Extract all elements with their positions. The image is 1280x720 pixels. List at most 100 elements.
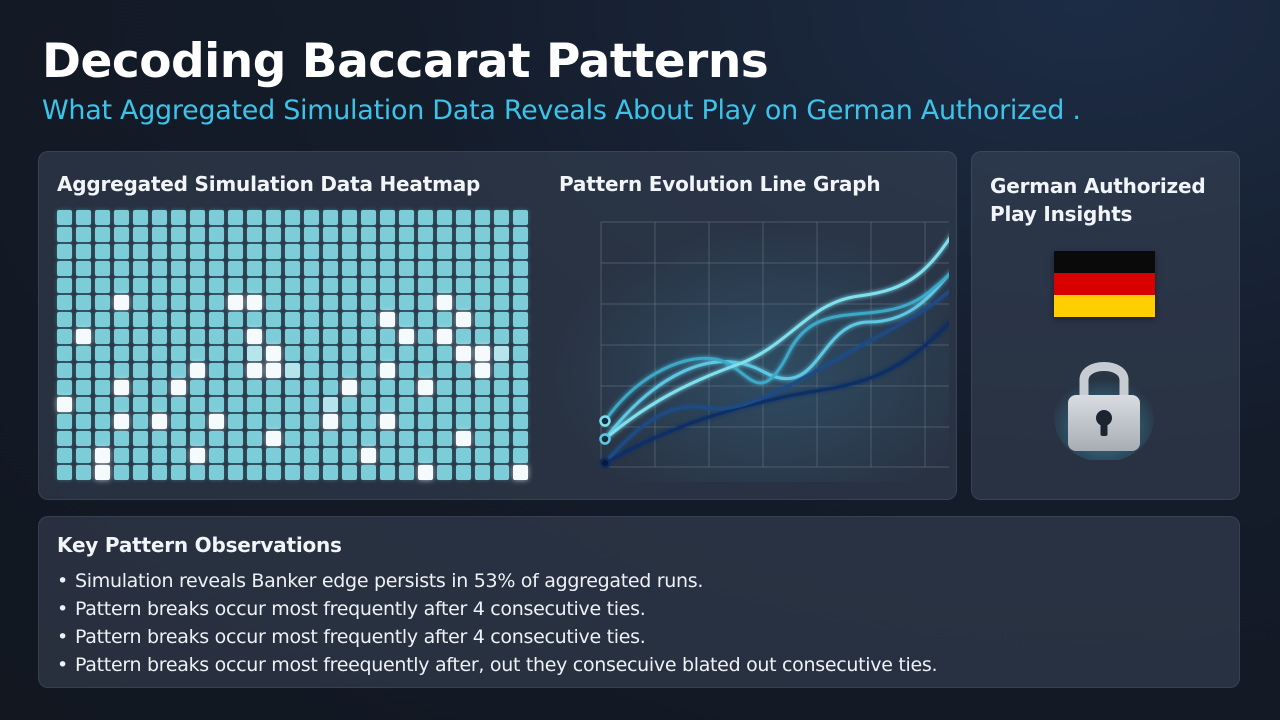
heatmap-cell — [152, 346, 167, 361]
heatmap-cell — [342, 346, 357, 361]
heatmap-cell — [285, 448, 300, 463]
heatmap-cell — [171, 210, 186, 225]
heatmap-cell — [95, 380, 110, 395]
heatmap-cell — [133, 414, 148, 429]
heatmap-cell — [418, 295, 433, 310]
heatmap-cell — [190, 244, 205, 259]
heatmap-cell — [304, 244, 319, 259]
heatmap-cell — [399, 227, 414, 242]
heatmap-cell — [475, 465, 490, 480]
heatmap-cell — [152, 227, 167, 242]
heatmap-cell — [247, 431, 262, 446]
heatmap-cell — [114, 448, 129, 463]
heatmap-cell — [114, 414, 129, 429]
heatmap-cell — [361, 329, 376, 344]
series-point — [599, 415, 611, 427]
heatmap-cell — [342, 448, 357, 463]
heatmap-cell — [494, 210, 509, 225]
heatmap-cell — [171, 312, 186, 327]
heatmap-cell — [323, 312, 338, 327]
heatmap-cell — [304, 414, 319, 429]
heatmap-cell — [171, 448, 186, 463]
heatmap-cell — [285, 210, 300, 225]
heatmap-cell — [76, 448, 91, 463]
heatmap-cell — [399, 397, 414, 412]
heatmap-cell — [437, 346, 452, 361]
heatmap-cell — [437, 431, 452, 446]
heatmap-cell — [133, 312, 148, 327]
heatmap-cell — [95, 227, 110, 242]
heatmap-cell — [209, 312, 224, 327]
heatmap-cell — [190, 346, 205, 361]
heatmap-cell — [418, 380, 433, 395]
heatmap-cell — [456, 261, 471, 276]
heatmap-cell — [228, 329, 243, 344]
heatmap-cell — [57, 210, 72, 225]
heatmap-cell — [57, 244, 72, 259]
heatmap-cell — [304, 312, 319, 327]
heatmap-cell — [285, 380, 300, 395]
heatmap-cell — [285, 414, 300, 429]
heatmap-cell — [209, 431, 224, 446]
heatmap-cell — [95, 261, 110, 276]
heatmap-cell — [475, 414, 490, 429]
heatmap-cell — [513, 346, 528, 361]
heatmap-cell — [399, 261, 414, 276]
heatmap-cell — [266, 380, 281, 395]
heatmap-cell — [494, 380, 509, 395]
heatmap-cell — [380, 414, 395, 429]
series-line-4 — [603, 289, 949, 465]
heatmap-cell — [152, 465, 167, 480]
heatmap-cell — [171, 278, 186, 293]
heatmap-cell — [380, 329, 395, 344]
heatmap-cell — [285, 227, 300, 242]
heatmap-cell — [304, 448, 319, 463]
heatmap-cell — [361, 210, 376, 225]
heatmap-cell — [304, 380, 319, 395]
heatmap-cell — [247, 380, 262, 395]
heatmap-cell — [76, 295, 91, 310]
heatmap-cell — [266, 295, 281, 310]
heatmap-cell — [456, 210, 471, 225]
heatmap-cell — [513, 227, 528, 242]
heatmap-cell — [190, 261, 205, 276]
heatmap-cell — [399, 329, 414, 344]
heatmap-cell — [133, 380, 148, 395]
heatmap-cell — [114, 397, 129, 412]
heatmap-cell — [152, 448, 167, 463]
heatmap-cell — [152, 380, 167, 395]
heatmap-cell — [285, 278, 300, 293]
heatmap-cell — [152, 278, 167, 293]
heatmap-cell — [114, 380, 129, 395]
heatmap-cell — [266, 363, 281, 378]
heatmap-cell — [342, 380, 357, 395]
heatmap-cell — [171, 465, 186, 480]
heatmap-cell — [209, 448, 224, 463]
series-line-3 — [603, 272, 949, 441]
heatmap-cell — [418, 431, 433, 446]
heatmap-cell — [95, 397, 110, 412]
heatmap-cell — [133, 227, 148, 242]
heatmap-cell — [513, 363, 528, 378]
heatmap-cell — [323, 380, 338, 395]
heatmap-cell — [418, 227, 433, 242]
heatmap-cell — [152, 397, 167, 412]
heatmap-cell — [209, 278, 224, 293]
heatmap-cell — [437, 414, 452, 429]
heatmap-cell — [475, 431, 490, 446]
heatmap-cell — [57, 346, 72, 361]
heatmap-cell — [57, 414, 72, 429]
heatmap-cell — [76, 244, 91, 259]
heatmap-cell — [304, 465, 319, 480]
series-line-5 — [603, 320, 949, 465]
heatmap-cell — [418, 448, 433, 463]
heatmap-cell — [266, 312, 281, 327]
heatmap-cell — [114, 227, 129, 242]
graph-grid — [600, 221, 949, 468]
heatmap-cell — [342, 431, 357, 446]
heatmap-cell — [418, 244, 433, 259]
heatmap-cell — [380, 380, 395, 395]
heatmap-cell — [285, 329, 300, 344]
heatmap-cell — [76, 312, 91, 327]
heatmap-cell — [399, 465, 414, 480]
